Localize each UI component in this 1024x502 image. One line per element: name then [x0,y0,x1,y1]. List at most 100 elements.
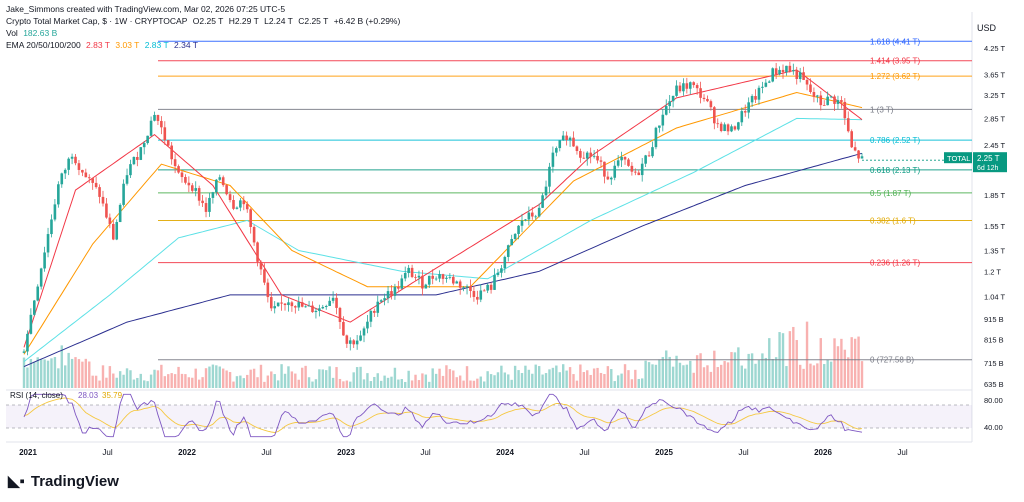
volume-bar [33,361,36,388]
volume-bar [270,371,273,388]
created-by-text: Jake_Simmons created with TradingView.co… [6,4,286,14]
candle-body [91,178,94,183]
candle-body [125,175,129,184]
candle-body [39,268,43,287]
fib-level-label: 1 (3 T) [870,105,894,114]
candle-body [390,291,393,296]
candle-body [441,274,445,279]
fib-level-label: 0.236 (1.26 T) [870,259,920,268]
volume-bar [692,372,695,388]
candle-body [57,184,60,205]
volume-bar [469,380,472,388]
candle-body [534,216,538,218]
volume-bar [318,369,321,388]
candle-body [527,212,531,220]
candle-body [816,95,819,97]
candle-body [273,306,277,309]
x-tick-label: 2022 [178,448,196,457]
volume-bar [170,373,173,388]
x-tick-label: Jul [897,448,907,457]
volume-bar [338,378,342,388]
volume-bar [637,378,640,388]
candle-body [572,137,575,147]
volume-bar [307,377,311,388]
volume-bar [486,371,489,388]
volume-bar [167,374,170,388]
candle-body [53,204,57,220]
candle-body [788,65,792,72]
candle-body [376,301,380,313]
volume-bar [221,368,225,388]
candle-body [163,127,167,141]
candle-body [627,159,630,166]
candle-body [692,82,696,86]
candle-body [688,82,692,89]
candle-body [524,219,527,221]
candle-body [204,203,208,212]
volume-bar [359,366,362,388]
fib-level-label: 0.786 (2.52 T) [870,136,920,145]
volume-bar [163,376,167,388]
volume-bar [747,353,750,388]
candle-body [517,225,520,234]
candle-body [421,275,424,289]
candle-body [269,297,273,309]
candle-body [74,156,77,164]
tradingview-logo[interactable]: ◣▪ TradingView [8,470,119,492]
candle-body [232,200,235,209]
ohlc-high: H2.29 T [228,16,259,26]
candle-body [170,145,173,160]
candle-body [620,156,623,161]
volume-bar [125,368,129,388]
candle-body [173,159,177,167]
volume-bar [239,375,242,388]
candle-body [50,219,53,235]
volume-bar [108,366,112,388]
volume-bar [410,380,414,388]
candle-body [328,300,331,306]
volume-bar [379,380,383,388]
candle-body [682,83,685,92]
volume-bar [665,350,668,388]
volume-bar [105,377,108,388]
volume-bar [67,352,70,388]
candle-body [822,105,826,106]
ema-label: EMA 20/50/100/200 [6,40,81,50]
candle-body [445,277,448,279]
volume-bar [228,372,232,388]
candle-body [853,147,857,151]
currency-label: USD [976,23,996,33]
candle-body [94,182,98,188]
candle-body [197,188,201,201]
volume-bar [616,375,620,388]
volume-bar [88,361,91,388]
volume-bar [661,357,665,388]
y-tick-label: 1.04 T [984,293,1006,302]
x-tick-label: 2025 [655,448,673,457]
candle-body [122,183,125,205]
candle-body [530,212,534,217]
volume-bar [235,376,239,388]
candle-body [366,321,369,329]
candle-body [785,65,788,73]
candle-body [33,300,36,315]
volume-bar [709,371,713,388]
candle-body [245,204,249,210]
volume-value: 182.63 B [23,28,58,38]
candle-body [719,123,723,132]
candle-body [644,155,647,164]
rsi-tick-80: 80.00 [984,396,1003,405]
candle-body [829,96,833,98]
volume-bar [744,368,747,388]
ohlc-low: L2.24 T [264,16,293,26]
candle-body [146,135,149,144]
volume-bar [225,370,228,388]
volume-bar [194,368,197,388]
candle-body [393,286,397,296]
candle-body [29,314,33,334]
x-tick-label: 2023 [337,448,355,457]
candle-body [300,302,304,307]
fib-level-label: 0 (727.58 B) [870,356,914,365]
candle-body [506,245,510,257]
